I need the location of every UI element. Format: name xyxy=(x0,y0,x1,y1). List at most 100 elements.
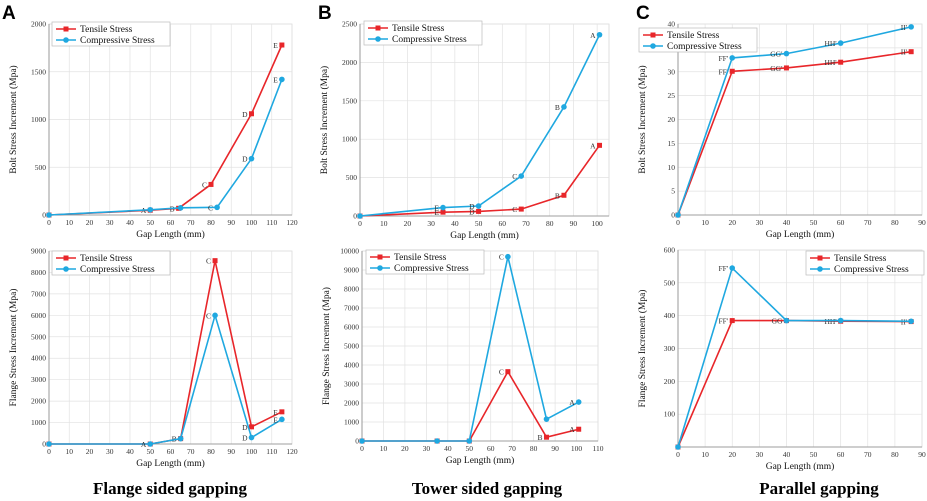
series-line-compressive xyxy=(677,266,912,448)
data-point-tensile xyxy=(505,369,511,375)
data-point-tensile xyxy=(518,206,524,212)
y-tick-label: 6000 xyxy=(344,323,359,332)
y-tick-label: 9000 xyxy=(31,247,46,256)
x-tick-label: 30 xyxy=(756,218,764,227)
series-line-compressive xyxy=(49,312,283,445)
x-tick-label: 40 xyxy=(783,218,791,227)
data-point-compressive xyxy=(675,212,681,218)
x-axis-label: Gap Length (mm) xyxy=(766,229,835,240)
x-tick-label: 0 xyxy=(47,447,51,456)
x-tick-label: 110 xyxy=(266,218,277,227)
x-tick-label: 100 xyxy=(246,218,258,227)
y-tick-label: 5000 xyxy=(31,332,46,341)
y-tick-label: 500 xyxy=(346,173,358,182)
y-tick-label: 40 xyxy=(668,20,676,29)
y-tick-label: 1500 xyxy=(342,96,357,105)
legend-marker-compressive xyxy=(817,266,823,272)
y-axis-label: Bolt Stress Increment (Mpa) xyxy=(319,66,330,174)
legend-entry: Tensile Stress xyxy=(80,25,133,35)
x-tick-label: 40 xyxy=(444,444,452,453)
chart-A-bolt: 0 500 1000 1500 2000 0 10 20 30 40 50 60 70 80 90 100 11… xyxy=(8,20,298,241)
y-tick-label: 2000 xyxy=(342,58,357,67)
caption-parallel: Parallel gapping xyxy=(759,479,879,498)
legend-entry: Compressive Stress xyxy=(392,35,467,45)
point-label: C xyxy=(499,253,504,262)
x-tick-label: 0 xyxy=(676,218,680,227)
legend-marker-tensile xyxy=(377,254,383,260)
x-tick-label: 50 xyxy=(466,444,474,453)
data-point-compressive xyxy=(212,312,218,319)
point-label: E xyxy=(273,75,278,84)
y-axis-label: Flange Stress Increment (Mpa) xyxy=(8,289,19,407)
point-label: A xyxy=(569,425,575,434)
x-tick-label: 30 xyxy=(756,450,764,459)
caption-tower-sided: Tower sided gapping xyxy=(412,479,563,498)
legend-box xyxy=(365,249,485,275)
y-axis-label: Flange Stress Increment (Mpa) xyxy=(637,290,648,408)
y-tick-label: 600 xyxy=(664,246,676,255)
x-tick-label: 60 xyxy=(837,218,845,227)
caption-flange-sided: Flange sided gapping xyxy=(93,479,247,498)
x-tick-label: 50 xyxy=(810,218,818,227)
point-label: C xyxy=(206,311,211,320)
data-point-compressive xyxy=(147,206,154,213)
x-tick-label: 50 xyxy=(147,218,155,227)
x-tick-label: 0 xyxy=(47,218,51,227)
data-point-tensile xyxy=(279,42,285,48)
x-tick-label: 70 xyxy=(522,219,530,228)
y-tick-label: 25 xyxy=(668,91,676,100)
x-tick-label: 40 xyxy=(126,447,134,456)
x-axis-label: Gap Length (mm) xyxy=(450,230,519,241)
data-point-compressive xyxy=(518,173,525,179)
point-label: GG xyxy=(772,317,783,326)
x-tick-label: 80 xyxy=(207,218,215,227)
point-label: E xyxy=(273,408,278,417)
x-tick-label: 20 xyxy=(728,218,736,227)
y-tick-label: 10 xyxy=(668,163,676,172)
data-point-compressive xyxy=(214,204,220,211)
point-label: II' xyxy=(901,318,908,327)
x-axis-label: Gap Length (mm) xyxy=(446,455,515,466)
x-tick-label: 50 xyxy=(810,450,818,459)
data-point-tensile xyxy=(908,49,914,55)
point-label: C xyxy=(206,257,211,266)
point-label: C xyxy=(512,172,517,181)
legend-marker-compressive xyxy=(650,43,656,49)
chart-C-bolt: 05101520253035400102030405060708090Gap L… xyxy=(637,20,926,241)
y-tick-label: 2000 xyxy=(344,399,359,408)
x-tick-label: 20 xyxy=(404,219,412,228)
y-tick-label: 0 xyxy=(42,440,46,449)
x-tick-label: 10 xyxy=(66,447,74,456)
x-tick-label: 0 xyxy=(358,219,362,228)
x-tick-label: 10 xyxy=(380,444,388,453)
data-point-tensile xyxy=(249,424,254,430)
y-tick-label: 1000 xyxy=(31,418,46,427)
data-point-compressive xyxy=(440,204,446,211)
point-label: FF' xyxy=(719,67,729,76)
x-tick-label: 110 xyxy=(266,447,277,456)
x-tick-label: 30 xyxy=(106,218,114,227)
y-tick-label: 0 xyxy=(355,437,359,446)
data-point-compressive xyxy=(46,212,52,218)
x-tick-label: 70 xyxy=(864,450,872,459)
point-label: D xyxy=(469,207,475,216)
legend-marker-tensile xyxy=(817,255,823,261)
x-tick-label: 30 xyxy=(423,444,431,453)
y-tick-label: 6000 xyxy=(31,311,46,320)
data-point-tensile xyxy=(440,209,446,215)
x-tick-label: 30 xyxy=(427,219,435,228)
series-line-tensile xyxy=(359,144,601,217)
data-point-compressive xyxy=(908,24,914,30)
data-point-compressive xyxy=(177,205,184,211)
data-point-compressive xyxy=(837,40,844,46)
x-tick-label: 90 xyxy=(228,218,236,227)
y-tick-label: 1000 xyxy=(31,115,46,124)
x-tick-label: 20 xyxy=(86,218,94,227)
chart-A-flange: 0 1000 2000 3000 4000 5000 6000 7000 8000 9000 0 10… xyxy=(8,247,298,470)
x-tick-label: 120 xyxy=(286,447,298,456)
legend-marker-compressive xyxy=(63,266,69,272)
data-point-tensile xyxy=(208,181,214,187)
legend-entry: Tensile Stress xyxy=(392,24,445,34)
data-point-compressive xyxy=(908,318,914,325)
data-point-compressive xyxy=(279,76,285,83)
